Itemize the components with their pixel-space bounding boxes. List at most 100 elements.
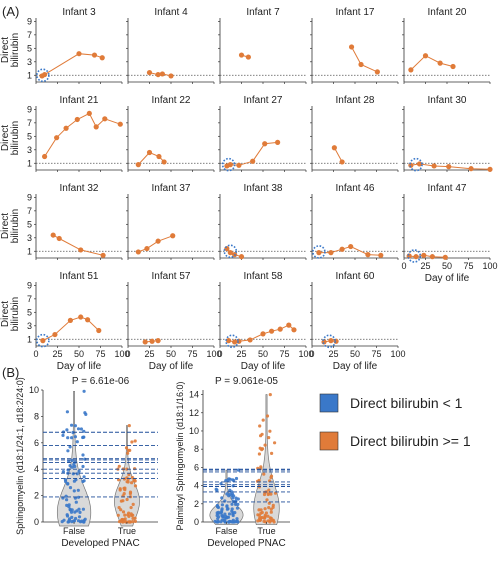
data-point	[81, 507, 85, 511]
data-point	[234, 476, 239, 481]
data-point	[215, 513, 219, 518]
data-point	[127, 424, 131, 428]
data-point	[267, 501, 271, 505]
x-tick-label: 0	[217, 349, 222, 359]
data-point	[450, 63, 456, 70]
data-point	[146, 69, 153, 76]
data-point	[265, 414, 270, 418]
data-point	[129, 506, 133, 510]
infant-panel: Infant 58 0 25 50 75 100 Day of life	[217, 271, 313, 372]
data-point	[245, 54, 251, 60]
y-axis-label: Palmitoyl Sphingomyelin (d18:1/16:0)	[175, 381, 185, 530]
onset-circle	[409, 157, 423, 172]
onset-circle	[36, 68, 50, 83]
data-point	[170, 233, 176, 239]
data-point	[117, 506, 121, 510]
y-tick-label: 5	[27, 307, 32, 317]
panel-title: Infant 38	[244, 183, 283, 194]
data-point	[234, 502, 238, 506]
data-point	[260, 448, 264, 452]
legend-label: Direct bilirubin >= 1	[350, 433, 471, 449]
data-point	[227, 512, 232, 516]
data-point	[238, 52, 245, 58]
data-point	[277, 326, 283, 332]
data-point	[227, 520, 231, 524]
x-tick-label: 25	[52, 349, 62, 359]
data-point	[126, 451, 130, 455]
x-tick-label: 0	[309, 349, 314, 359]
data-point	[261, 418, 265, 422]
data-point	[122, 492, 126, 496]
data-point	[231, 478, 235, 482]
data-point	[78, 247, 84, 253]
data-point	[79, 427, 83, 431]
onset-circle	[36, 333, 50, 348]
series-line	[44, 112, 121, 157]
y-tick-label: 2	[194, 499, 199, 509]
series-line	[138, 235, 173, 253]
x-tick-label: True	[118, 526, 136, 536]
data-point	[260, 515, 264, 520]
x-tick-label: 25	[328, 349, 338, 359]
panel-title: Infant 51	[60, 271, 99, 282]
infant-panel: Infant 7	[218, 7, 307, 84]
data-point	[223, 512, 227, 516]
panel-title: Infant 3	[62, 7, 96, 18]
data-point	[155, 71, 161, 78]
infant-panel: Infant 57 0 25 50 75 100 Day of life	[125, 271, 221, 372]
data-point	[77, 469, 81, 473]
data-point	[130, 440, 134, 444]
data-point	[82, 519, 86, 523]
data-point	[56, 235, 62, 242]
x-tick-label: 50	[258, 349, 268, 359]
data-point	[125, 467, 129, 471]
data-point	[421, 252, 427, 258]
data-point	[68, 445, 72, 449]
data-point	[81, 453, 85, 457]
data-point	[378, 252, 384, 258]
data-point	[429, 254, 435, 260]
data-point	[259, 434, 263, 438]
data-point	[267, 488, 271, 492]
y-tick-label: 5	[27, 219, 32, 229]
panel-title: Infant 22	[152, 95, 191, 106]
onset-circle	[225, 334, 239, 349]
panel-title: Infant 7	[246, 7, 280, 18]
y-tick-label: 0	[194, 517, 199, 527]
panel-title: Infant 4	[154, 7, 188, 18]
data-point	[66, 449, 70, 453]
data-point	[70, 436, 74, 440]
x-tick-label: 0	[401, 261, 406, 271]
data-point	[50, 232, 56, 238]
data-point	[230, 520, 234, 524]
data-point	[267, 436, 271, 440]
y-axis-label: Direct	[0, 213, 11, 239]
data-point	[413, 254, 419, 260]
x-tick-label: 100	[390, 349, 405, 359]
x-axis-label: Day of life	[57, 361, 102, 372]
data-point	[270, 451, 274, 455]
data-point	[235, 506, 240, 510]
data-point	[121, 520, 125, 524]
data-point	[123, 513, 127, 517]
data-point	[230, 502, 234, 506]
panel-a-label: (A)	[2, 4, 19, 19]
data-point	[236, 338, 242, 344]
data-point	[269, 474, 274, 478]
data-point	[76, 519, 81, 523]
data-point	[72, 462, 76, 467]
data-point	[231, 496, 235, 500]
data-point	[70, 508, 74, 512]
data-point	[220, 496, 224, 500]
data-point	[266, 492, 270, 497]
data-point	[226, 338, 232, 344]
x-tick-label: 25	[144, 349, 154, 359]
data-point	[135, 162, 141, 168]
data-point	[84, 412, 88, 416]
y-tick-label: 9	[27, 16, 32, 26]
infant-panel: Infant 27	[218, 95, 307, 172]
data-point	[125, 497, 129, 502]
x-tick-label: 50	[74, 349, 84, 359]
data-point	[268, 516, 272, 520]
